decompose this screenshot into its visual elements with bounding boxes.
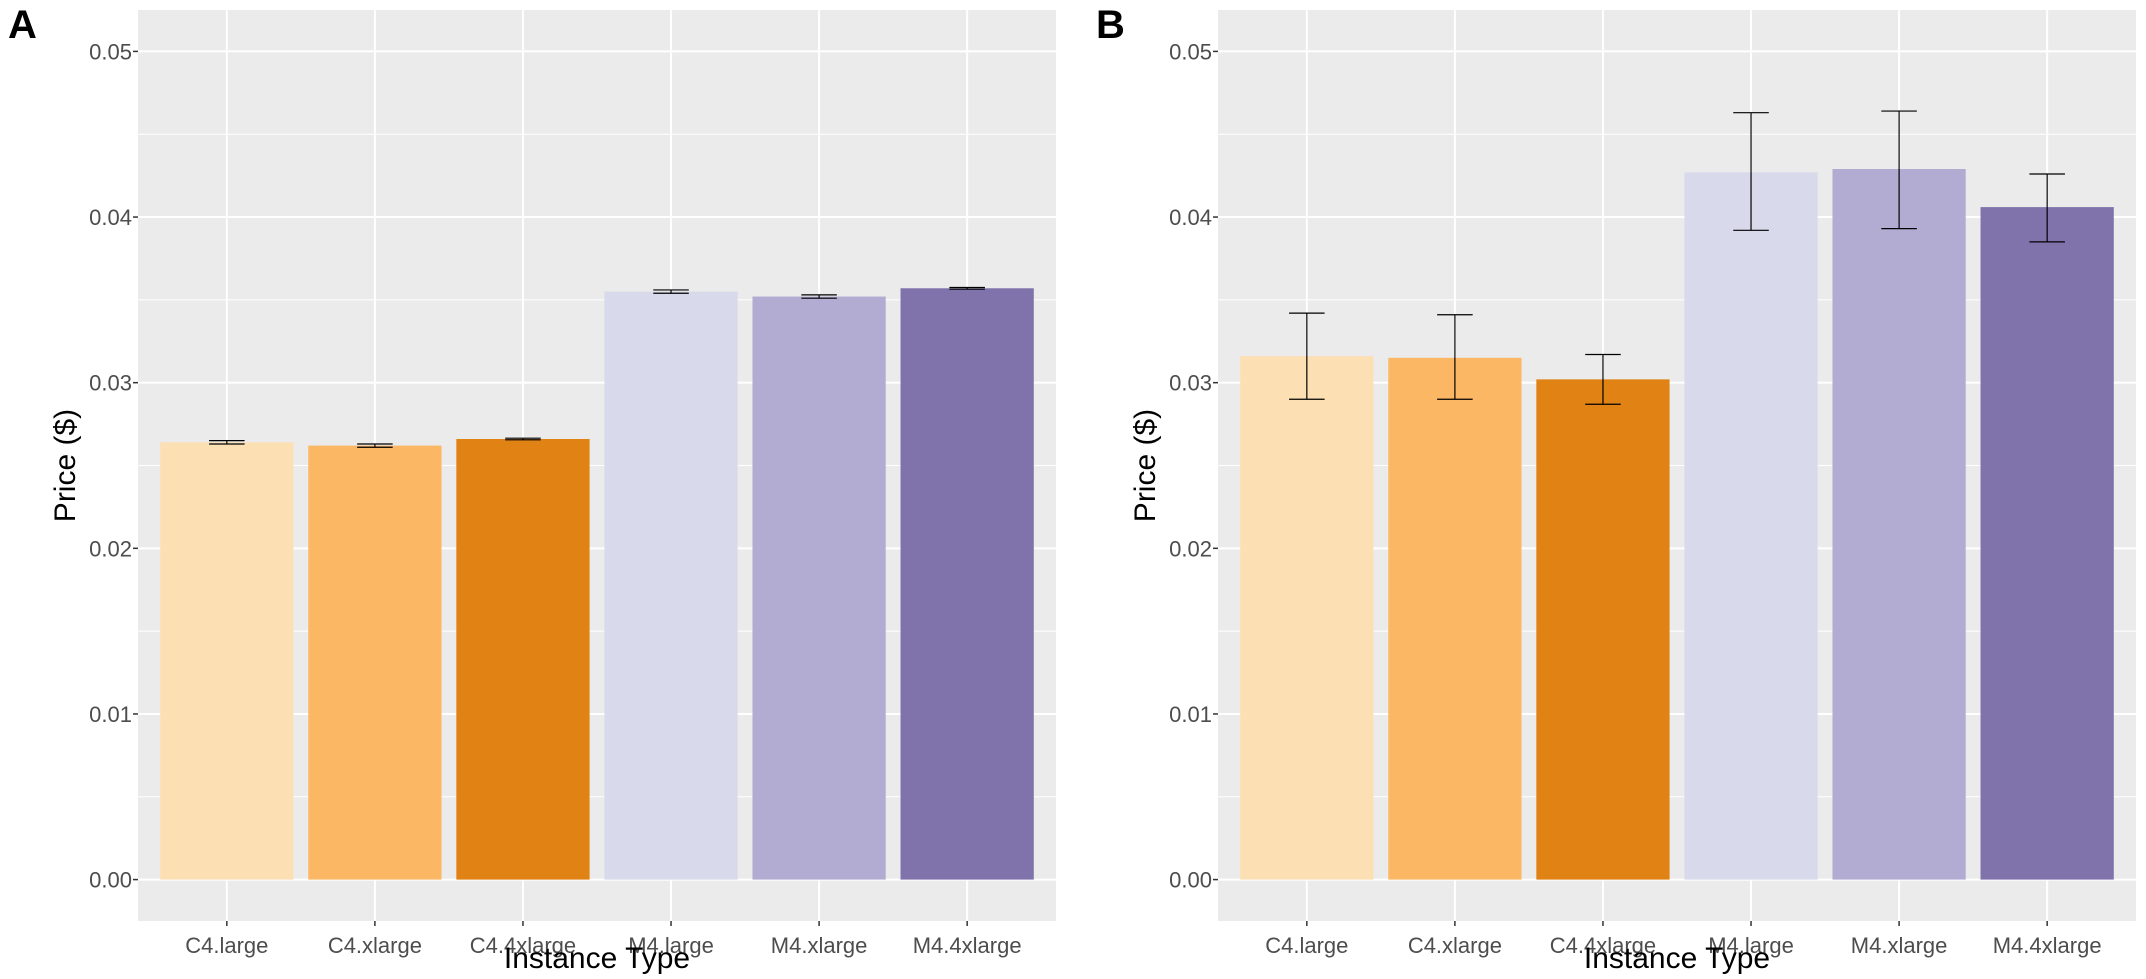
x-tick-label: M4.4xlarge (913, 933, 1022, 958)
error-bar (1585, 353, 1621, 405)
x-tick-label: C4.xlarge (1408, 933, 1502, 958)
bar-m4-large (604, 291, 738, 880)
y-tick-label: 0.00 (1169, 868, 1212, 893)
y-tick-label: 0.03 (89, 371, 132, 396)
bar-m4-xlarge (752, 296, 886, 880)
y-tick-label: 0.00 (89, 868, 132, 893)
x-tick-label: M4.xlarge (1851, 933, 1948, 958)
error-bar (2029, 173, 2065, 243)
bar-c4-large (160, 442, 294, 880)
bar-c4-large (1240, 356, 1374, 880)
error-bar (505, 437, 541, 441)
error-bar (1289, 312, 1325, 400)
error-bar (209, 440, 245, 445)
x-tick-label: C4.4xlarge (1550, 933, 1656, 958)
bar-c4-4xlarge (1536, 379, 1670, 880)
y-axis-title: Price ($) (1129, 409, 1162, 522)
x-tick-label: C4.large (1265, 933, 1348, 958)
panel-b: B 0.00 0.01 0.02 0.03 0.04 0.05 C4.large C4.xlar… (1096, 3, 2136, 975)
panel-letter: B (1096, 3, 1125, 47)
y-tick-label: 0.05 (1169, 39, 1212, 64)
x-axis-title: Instance Type (504, 942, 690, 975)
y-axis-title: Price ($) (49, 409, 82, 522)
y-tick-label: 0.05 (89, 39, 132, 64)
y-tick-label: 0.04 (89, 205, 132, 230)
bar-c4-xlarge (308, 445, 442, 880)
bar-m4-xlarge (1832, 169, 1966, 880)
y-tick-label: 0.01 (1169, 702, 1212, 727)
error-bar (1437, 314, 1473, 400)
y-tick-label: 0.01 (89, 702, 132, 727)
bar-c4-xlarge (1388, 357, 1522, 880)
error-bar (1733, 112, 1769, 231)
error-bar (949, 286, 985, 290)
x-axis-title: Instance Type (1584, 942, 1770, 975)
x-tick-label: M4.large (628, 933, 714, 958)
x-tick-label: M4.xlarge (771, 933, 868, 958)
x-tick-label: M4.large (1708, 933, 1794, 958)
panel-letter: A (8, 3, 37, 47)
x-tick-label: C4.4xlarge (470, 933, 576, 958)
bar-c4-4xlarge (456, 438, 590, 880)
x-tick-label: C4.large (185, 933, 268, 958)
bar-m4-4xlarge (900, 288, 1034, 880)
error-bar (653, 289, 689, 294)
y-tick-label: 0.02 (89, 536, 132, 561)
y-tick-label: 0.04 (1169, 205, 1212, 230)
bar-m4-4xlarge (1980, 207, 2114, 880)
x-tick-label: M4.4xlarge (1993, 933, 2102, 958)
bar-m4-large (1684, 172, 1818, 880)
y-tick-label: 0.02 (1169, 536, 1212, 561)
x-tick-label: C4.xlarge (328, 933, 422, 958)
error-bar (1881, 110, 1917, 230)
error-bar (357, 443, 393, 448)
error-bar (801, 294, 837, 299)
panel-a: A 0.00 0.01 0.02 0.03 0.04 0.05 C4.large C4.xlar… (8, 3, 1056, 975)
y-tick-label: 0.03 (1169, 371, 1212, 396)
